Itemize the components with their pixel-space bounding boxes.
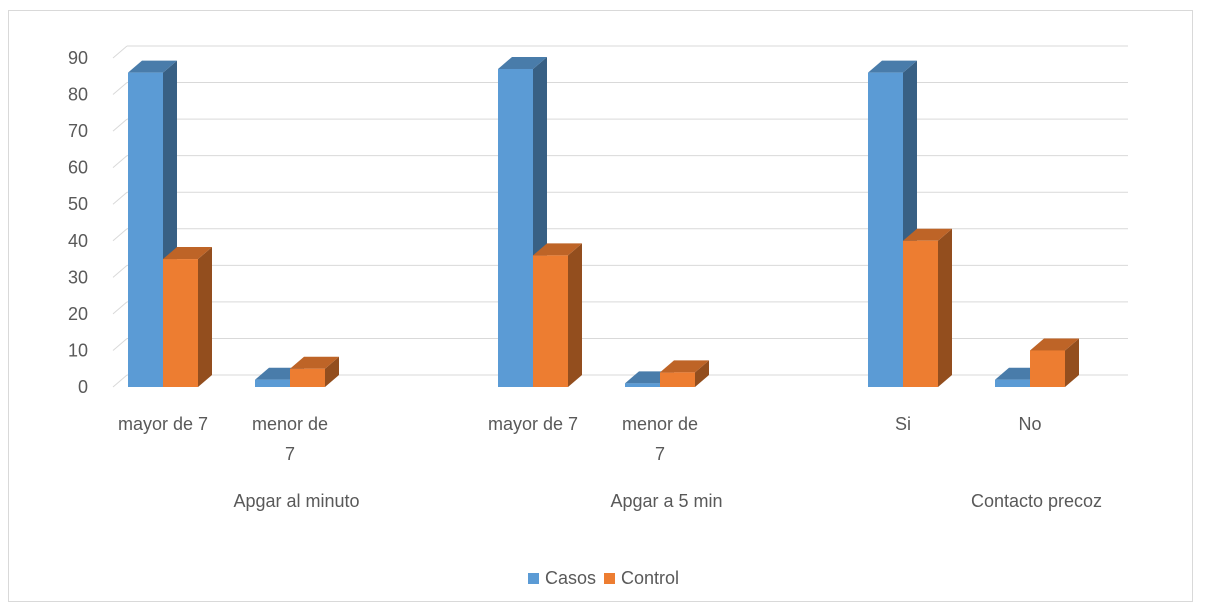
group-labels: Apgar al minuto Apgar a 5 min Contacto pre… [233,491,1102,511]
bar-side [325,356,339,387]
bar-control [533,243,582,387]
bar-top [660,360,709,373]
bar-side [1065,338,1079,387]
y-tick-label: 30 [68,267,88,287]
category-label: menor de 7 [252,414,328,464]
legend-swatch [604,573,615,584]
gridline-depth [112,264,128,278]
bar-control [290,356,339,387]
gridline-depth [112,228,128,242]
category-label: No [1018,414,1041,434]
bar-top [868,60,917,73]
y-tick-label: 70 [68,121,88,141]
bar-top [533,243,582,256]
gridline-depth [112,338,128,351]
legend-swatch [527,573,539,584]
bar-control [1030,338,1079,387]
group-label: Contacto precoz [971,491,1102,511]
gridline-depth [112,374,128,388]
bar-side [938,228,952,387]
gridlines [112,45,1128,388]
y-tick-label: 40 [68,231,88,251]
bar-front [163,259,198,387]
y-tick-label: 0 [78,377,88,397]
bar-side [695,360,709,387]
category-label: mayor de 7 [118,414,208,434]
bar-front [498,68,533,387]
bar-front [255,379,290,387]
legend: Casos Control [0,568,1207,589]
bar-front [995,379,1030,387]
legend-label: Casos [544,568,596,588]
gridline-depth [112,45,128,59]
gridline-depth [112,301,128,315]
gridline-depth [112,118,128,132]
category-label: Si [895,414,911,434]
bar-front [533,255,568,387]
bar-front [625,383,660,387]
bar-control [660,360,709,387]
bar-front [128,72,163,387]
legend-label: Control [621,568,680,588]
bar-front [903,240,938,387]
legend-item: Casos [527,568,596,589]
bar-top [1030,338,1079,351]
bar-side [198,247,212,387]
group-label: Apgar a 5 min [610,491,722,511]
bar-top [290,356,339,369]
bars [128,56,1079,387]
bar-top [498,56,547,69]
bar-front [1030,350,1065,387]
category-labels: mayor de 7 menor de 7 mayor de 7 menor de 7 Si… [118,414,1042,464]
bar-casos [868,60,917,387]
bar-front [290,368,325,387]
bar-control [163,247,212,387]
gridline-depth [112,191,128,205]
legend-item: Control [604,568,679,589]
gridline-depth [112,82,128,95]
y-tick-label: 20 [68,304,88,324]
category-label: mayor de 7 [488,414,578,434]
bar-top [903,228,952,241]
y-tick-label: 90 [68,48,88,68]
bar-front [868,72,903,387]
bar-front [660,372,695,387]
bar-top [163,247,212,260]
y-tick-label: 10 [68,340,88,360]
y-tick-label: 80 [68,85,88,105]
bar-control [903,228,952,387]
group-label: Apgar al minuto [233,491,359,511]
bar-side [568,243,582,387]
gridline-depth [112,155,128,169]
y-tick-label: 50 [68,194,88,214]
y-axis-ticks: 0 10 20 30 40 50 60 70 80 90 [68,48,88,397]
y-tick-label: 60 [68,158,88,178]
bar-top [128,60,177,73]
category-label: menor de 7 [622,414,698,464]
